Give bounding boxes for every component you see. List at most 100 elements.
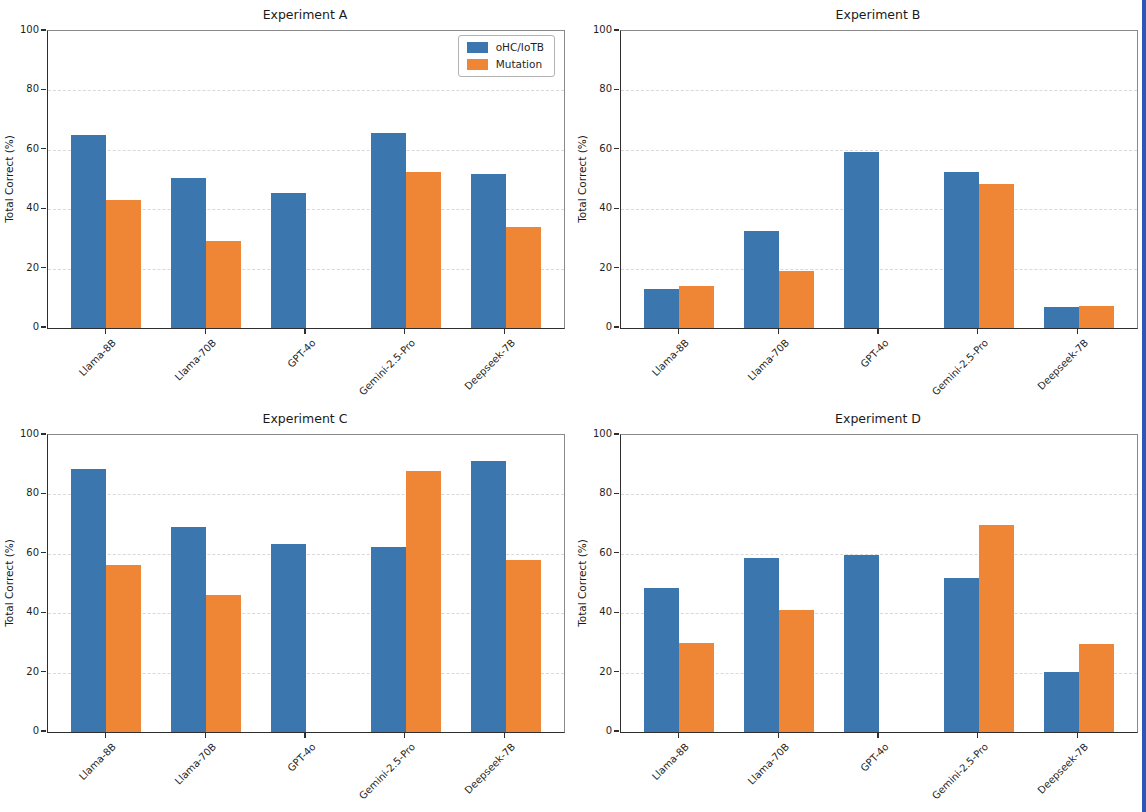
bar-ohc-iotb-gemini-2-5-pro	[944, 578, 979, 732]
x-tick-label-gpt-4o: GPT-4o	[858, 741, 891, 774]
x-tick-mark-llama-70b	[778, 733, 779, 738]
y-tick-mark-0	[41, 730, 46, 731]
figure-root: Experiment ATotal Correct (%)02040608010…	[0, 0, 1146, 812]
y-tick-label-40: 40	[9, 202, 39, 214]
y-tick-label-40: 40	[582, 202, 612, 214]
x-tick-label-llama-8b: Llama-8B	[650, 337, 691, 378]
legend-entry-mutation: Mutation	[467, 59, 544, 70]
y-tick-label-0: 0	[9, 725, 39, 737]
x-tick-mark-gemini-2-5-pro	[404, 733, 405, 738]
bar-mutation-deepseek-7b	[1079, 644, 1114, 733]
bar-ohc-iotb-gpt-4o	[271, 193, 306, 328]
x-tick-label-gemini-2-5-pro: Gemini-2.5-Pro	[930, 741, 990, 801]
x-tick-label-deepseek-7b: Deepseek-7B	[463, 337, 518, 392]
y-tick-label-100: 100	[9, 428, 39, 440]
bar-ohc-iotb-gemini-2-5-pro	[944, 172, 979, 328]
y-tick-mark-40	[41, 208, 46, 209]
legend-label-ohc-iotb: oHC/IoTB	[496, 42, 544, 53]
legend-entry-ohc-iotb: oHC/IoTB	[467, 42, 544, 53]
y-tick-mark-20	[41, 267, 46, 268]
gridline-80	[621, 494, 1137, 495]
x-tick-label-llama-8b: Llama-8B	[650, 741, 691, 782]
bar-ohc-iotb-gpt-4o	[844, 152, 879, 328]
x-tick-mark-gemini-2-5-pro	[977, 733, 978, 738]
x-tick-mark-deepseek-7b	[1077, 329, 1078, 334]
x-tick-mark-gpt-4o	[877, 733, 878, 738]
y-tick-label-80: 80	[582, 487, 612, 499]
y-tick-label-100: 100	[582, 24, 612, 36]
bar-mutation-llama-8b	[106, 565, 141, 732]
y-tick-label-20: 20	[9, 666, 39, 678]
y-tick-label-20: 20	[582, 262, 612, 274]
bar-ohc-iotb-deepseek-7b	[471, 461, 506, 732]
y-tick-mark-20	[614, 671, 619, 672]
y-tick-label-40: 40	[9, 606, 39, 618]
y-tick-mark-0	[614, 326, 619, 327]
bar-mutation-gemini-2-5-pro	[406, 471, 441, 732]
y-tick-mark-40	[614, 612, 619, 613]
y-tick-mark-80	[614, 89, 619, 90]
y-tick-mark-40	[614, 208, 619, 209]
y-tick-mark-100	[614, 29, 619, 30]
x-tick-label-deepseek-7b: Deepseek-7B	[1036, 337, 1091, 392]
y-tick-label-80: 80	[582, 83, 612, 95]
gridline-40	[621, 613, 1137, 614]
bar-ohc-iotb-llama-70b	[171, 178, 206, 328]
y-tick-mark-100	[41, 29, 46, 30]
x-tick-label-deepseek-7b: Deepseek-7B	[1036, 741, 1091, 796]
bar-mutation-gemini-2-5-pro	[979, 525, 1014, 732]
y-tick-mark-60	[41, 148, 46, 149]
gridline-80	[48, 90, 564, 91]
y-tick-label-20: 20	[582, 666, 612, 678]
legend-swatch-mutation	[467, 59, 488, 70]
bar-ohc-iotb-llama-70b	[171, 527, 206, 732]
y-tick-label-60: 60	[9, 547, 39, 559]
chart-title-experiment-c: Experiment C	[263, 411, 348, 426]
x-tick-mark-llama-8b	[678, 733, 679, 738]
y-tick-label-80: 80	[9, 83, 39, 95]
x-tick-label-llama-8b: Llama-8B	[77, 741, 118, 782]
x-tick-label-llama-70b: Llama-70B	[172, 741, 218, 787]
y-tick-label-40: 40	[582, 606, 612, 618]
bar-ohc-iotb-deepseek-7b	[471, 174, 506, 328]
bar-ohc-iotb-llama-8b	[71, 135, 106, 328]
y-tick-mark-40	[41, 612, 46, 613]
x-tick-label-gpt-4o: GPT-4o	[285, 337, 318, 370]
y-tick-label-0: 0	[9, 321, 39, 333]
y-tick-mark-60	[41, 552, 46, 553]
y-tick-mark-100	[614, 433, 619, 434]
bar-mutation-deepseek-7b	[506, 560, 541, 732]
gridline-80	[621, 90, 1137, 91]
x-tick-mark-gemini-2-5-pro	[977, 329, 978, 334]
chart-title-experiment-b: Experiment B	[836, 7, 921, 22]
y-tick-mark-20	[614, 267, 619, 268]
bar-mutation-llama-8b	[106, 200, 141, 328]
bar-ohc-iotb-deepseek-7b	[1044, 307, 1079, 328]
y-tick-label-20: 20	[9, 262, 39, 274]
legend-label-mutation: Mutation	[496, 59, 542, 70]
y-tick-mark-0	[41, 326, 46, 327]
bar-mutation-llama-8b	[679, 643, 714, 732]
y-tick-label-60: 60	[582, 547, 612, 559]
plot-area-experiment-b	[620, 30, 1138, 329]
y-tick-mark-0	[614, 730, 619, 731]
y-tick-label-100: 100	[9, 24, 39, 36]
y-tick-mark-100	[41, 433, 46, 434]
bar-ohc-iotb-llama-70b	[744, 558, 779, 732]
x-tick-label-deepseek-7b: Deepseek-7B	[463, 741, 518, 796]
bar-mutation-deepseek-7b	[506, 227, 541, 328]
x-tick-mark-llama-8b	[105, 733, 106, 738]
x-tick-mark-llama-70b	[778, 329, 779, 334]
window-edge-strip	[1142, 0, 1146, 812]
y-tick-mark-60	[614, 552, 619, 553]
y-tick-label-60: 60	[9, 143, 39, 155]
y-tick-mark-60	[614, 148, 619, 149]
chart-title-experiment-a: Experiment A	[263, 7, 348, 22]
x-tick-mark-gemini-2-5-pro	[404, 329, 405, 334]
bar-mutation-llama-70b	[779, 610, 814, 732]
x-tick-mark-deepseek-7b	[504, 733, 505, 738]
y-tick-mark-20	[41, 671, 46, 672]
y-tick-mark-80	[614, 493, 619, 494]
bar-ohc-iotb-gemini-2-5-pro	[371, 547, 406, 732]
x-tick-label-llama-8b: Llama-8B	[77, 337, 118, 378]
